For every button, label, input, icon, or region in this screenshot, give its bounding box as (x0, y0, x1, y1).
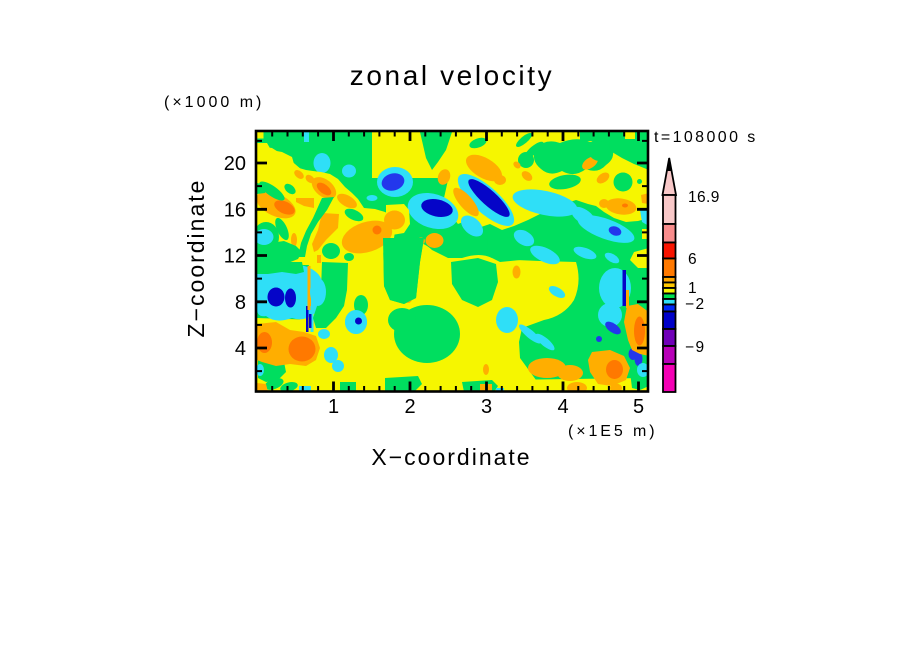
svg-text:12: 12 (224, 246, 246, 268)
svg-text:16.9: 16.9 (688, 189, 720, 206)
svg-text:8: 8 (235, 292, 246, 314)
svg-text:4: 4 (235, 338, 246, 360)
svg-text:3: 3 (481, 396, 492, 418)
svg-text:1: 1 (328, 396, 339, 418)
svg-text:X−coordinate: X−coordinate (371, 444, 531, 470)
svg-text:5: 5 (633, 396, 644, 418)
svg-text:zonal velocity: zonal velocity (350, 60, 554, 91)
svg-text:(×1000 m): (×1000 m) (164, 94, 264, 111)
svg-text:t=108000 s: t=108000 s (654, 129, 758, 146)
svg-text:−9: −9 (685, 339, 706, 356)
svg-text:4: 4 (557, 396, 568, 418)
svg-text:16: 16 (224, 199, 246, 221)
svg-text:Z−coordinate: Z−coordinate (183, 179, 209, 338)
svg-text:−2: −2 (685, 296, 706, 313)
svg-text:(×1E5 m): (×1E5 m) (568, 423, 657, 440)
svg-text:1: 1 (688, 280, 697, 297)
svg-text:6: 6 (688, 251, 697, 268)
svg-text:2: 2 (404, 396, 415, 418)
svg-text:20: 20 (224, 153, 246, 175)
